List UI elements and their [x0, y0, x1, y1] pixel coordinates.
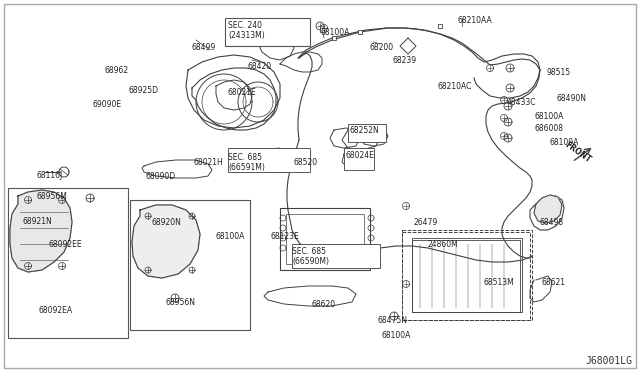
Text: 68092EA: 68092EA	[38, 306, 72, 315]
Text: 68200: 68200	[370, 43, 394, 52]
Text: SEC. 240: SEC. 240	[228, 21, 262, 30]
Polygon shape	[10, 190, 72, 272]
Text: 68210AA: 68210AA	[458, 16, 493, 25]
Text: 68210AC: 68210AC	[438, 82, 472, 91]
Text: 68620: 68620	[312, 300, 336, 309]
Text: 68100A: 68100A	[550, 138, 579, 147]
Text: 68100A: 68100A	[382, 331, 412, 340]
Bar	[286, 214, 364, 264]
Text: 68090D: 68090D	[145, 172, 175, 181]
Text: SEC. 685: SEC. 685	[292, 247, 326, 256]
Text: 68239: 68239	[393, 56, 417, 65]
Text: 68498: 68498	[540, 218, 564, 227]
Bar	[8, 188, 128, 338]
Text: 68116J: 68116J	[36, 171, 62, 180]
Bar	[225, 18, 310, 46]
Text: J68001LG: J68001LG	[585, 356, 632, 366]
Bar	[280, 208, 370, 270]
Bar	[412, 238, 522, 312]
Bar	[292, 244, 380, 268]
Bar	[402, 232, 530, 320]
Text: 68420: 68420	[248, 62, 272, 71]
Text: 68621: 68621	[542, 278, 566, 287]
Text: 68252N: 68252N	[350, 126, 380, 135]
Text: 68956N: 68956N	[166, 298, 196, 307]
Text: 68490N: 68490N	[557, 94, 587, 103]
Text: 686008: 686008	[535, 124, 564, 133]
Text: 68962: 68962	[104, 66, 128, 75]
Text: 68475N: 68475N	[378, 316, 408, 325]
Text: (66591M): (66591M)	[228, 163, 265, 172]
Text: SEC. 685: SEC. 685	[228, 153, 262, 162]
Text: 68920N: 68920N	[152, 218, 182, 227]
Bar	[228, 148, 310, 172]
Bar	[348, 124, 386, 142]
Text: 68925D: 68925D	[128, 86, 158, 95]
Text: 68123E: 68123E	[271, 232, 300, 241]
Text: (66590M): (66590M)	[292, 257, 329, 266]
Text: 68100A: 68100A	[321, 28, 350, 37]
Polygon shape	[132, 205, 200, 278]
Text: 48433C: 48433C	[507, 98, 536, 107]
Bar	[344, 148, 374, 170]
Text: FRONT: FRONT	[563, 140, 593, 164]
Text: 68100A: 68100A	[215, 232, 244, 241]
Text: 68100A: 68100A	[535, 112, 564, 121]
Text: 68499: 68499	[192, 43, 216, 52]
Text: 98515: 98515	[547, 68, 571, 77]
Bar	[412, 240, 520, 312]
Text: (24313M): (24313M)	[228, 31, 265, 40]
Text: 68921N: 68921N	[22, 217, 52, 226]
Text: 68024E: 68024E	[346, 151, 375, 160]
Text: 68021H: 68021H	[193, 158, 223, 167]
Text: 68956M: 68956M	[36, 192, 67, 201]
Polygon shape	[534, 195, 562, 223]
Text: 68513M: 68513M	[484, 278, 515, 287]
Text: 68021E: 68021E	[228, 88, 257, 97]
Text: 68520: 68520	[294, 158, 318, 167]
Text: 26479: 26479	[414, 218, 438, 227]
Bar	[130, 200, 250, 330]
Text: 69090E: 69090E	[92, 100, 121, 109]
Text: 68092EE: 68092EE	[48, 240, 82, 249]
Bar	[402, 230, 532, 320]
Text: 24860M: 24860M	[428, 240, 459, 249]
